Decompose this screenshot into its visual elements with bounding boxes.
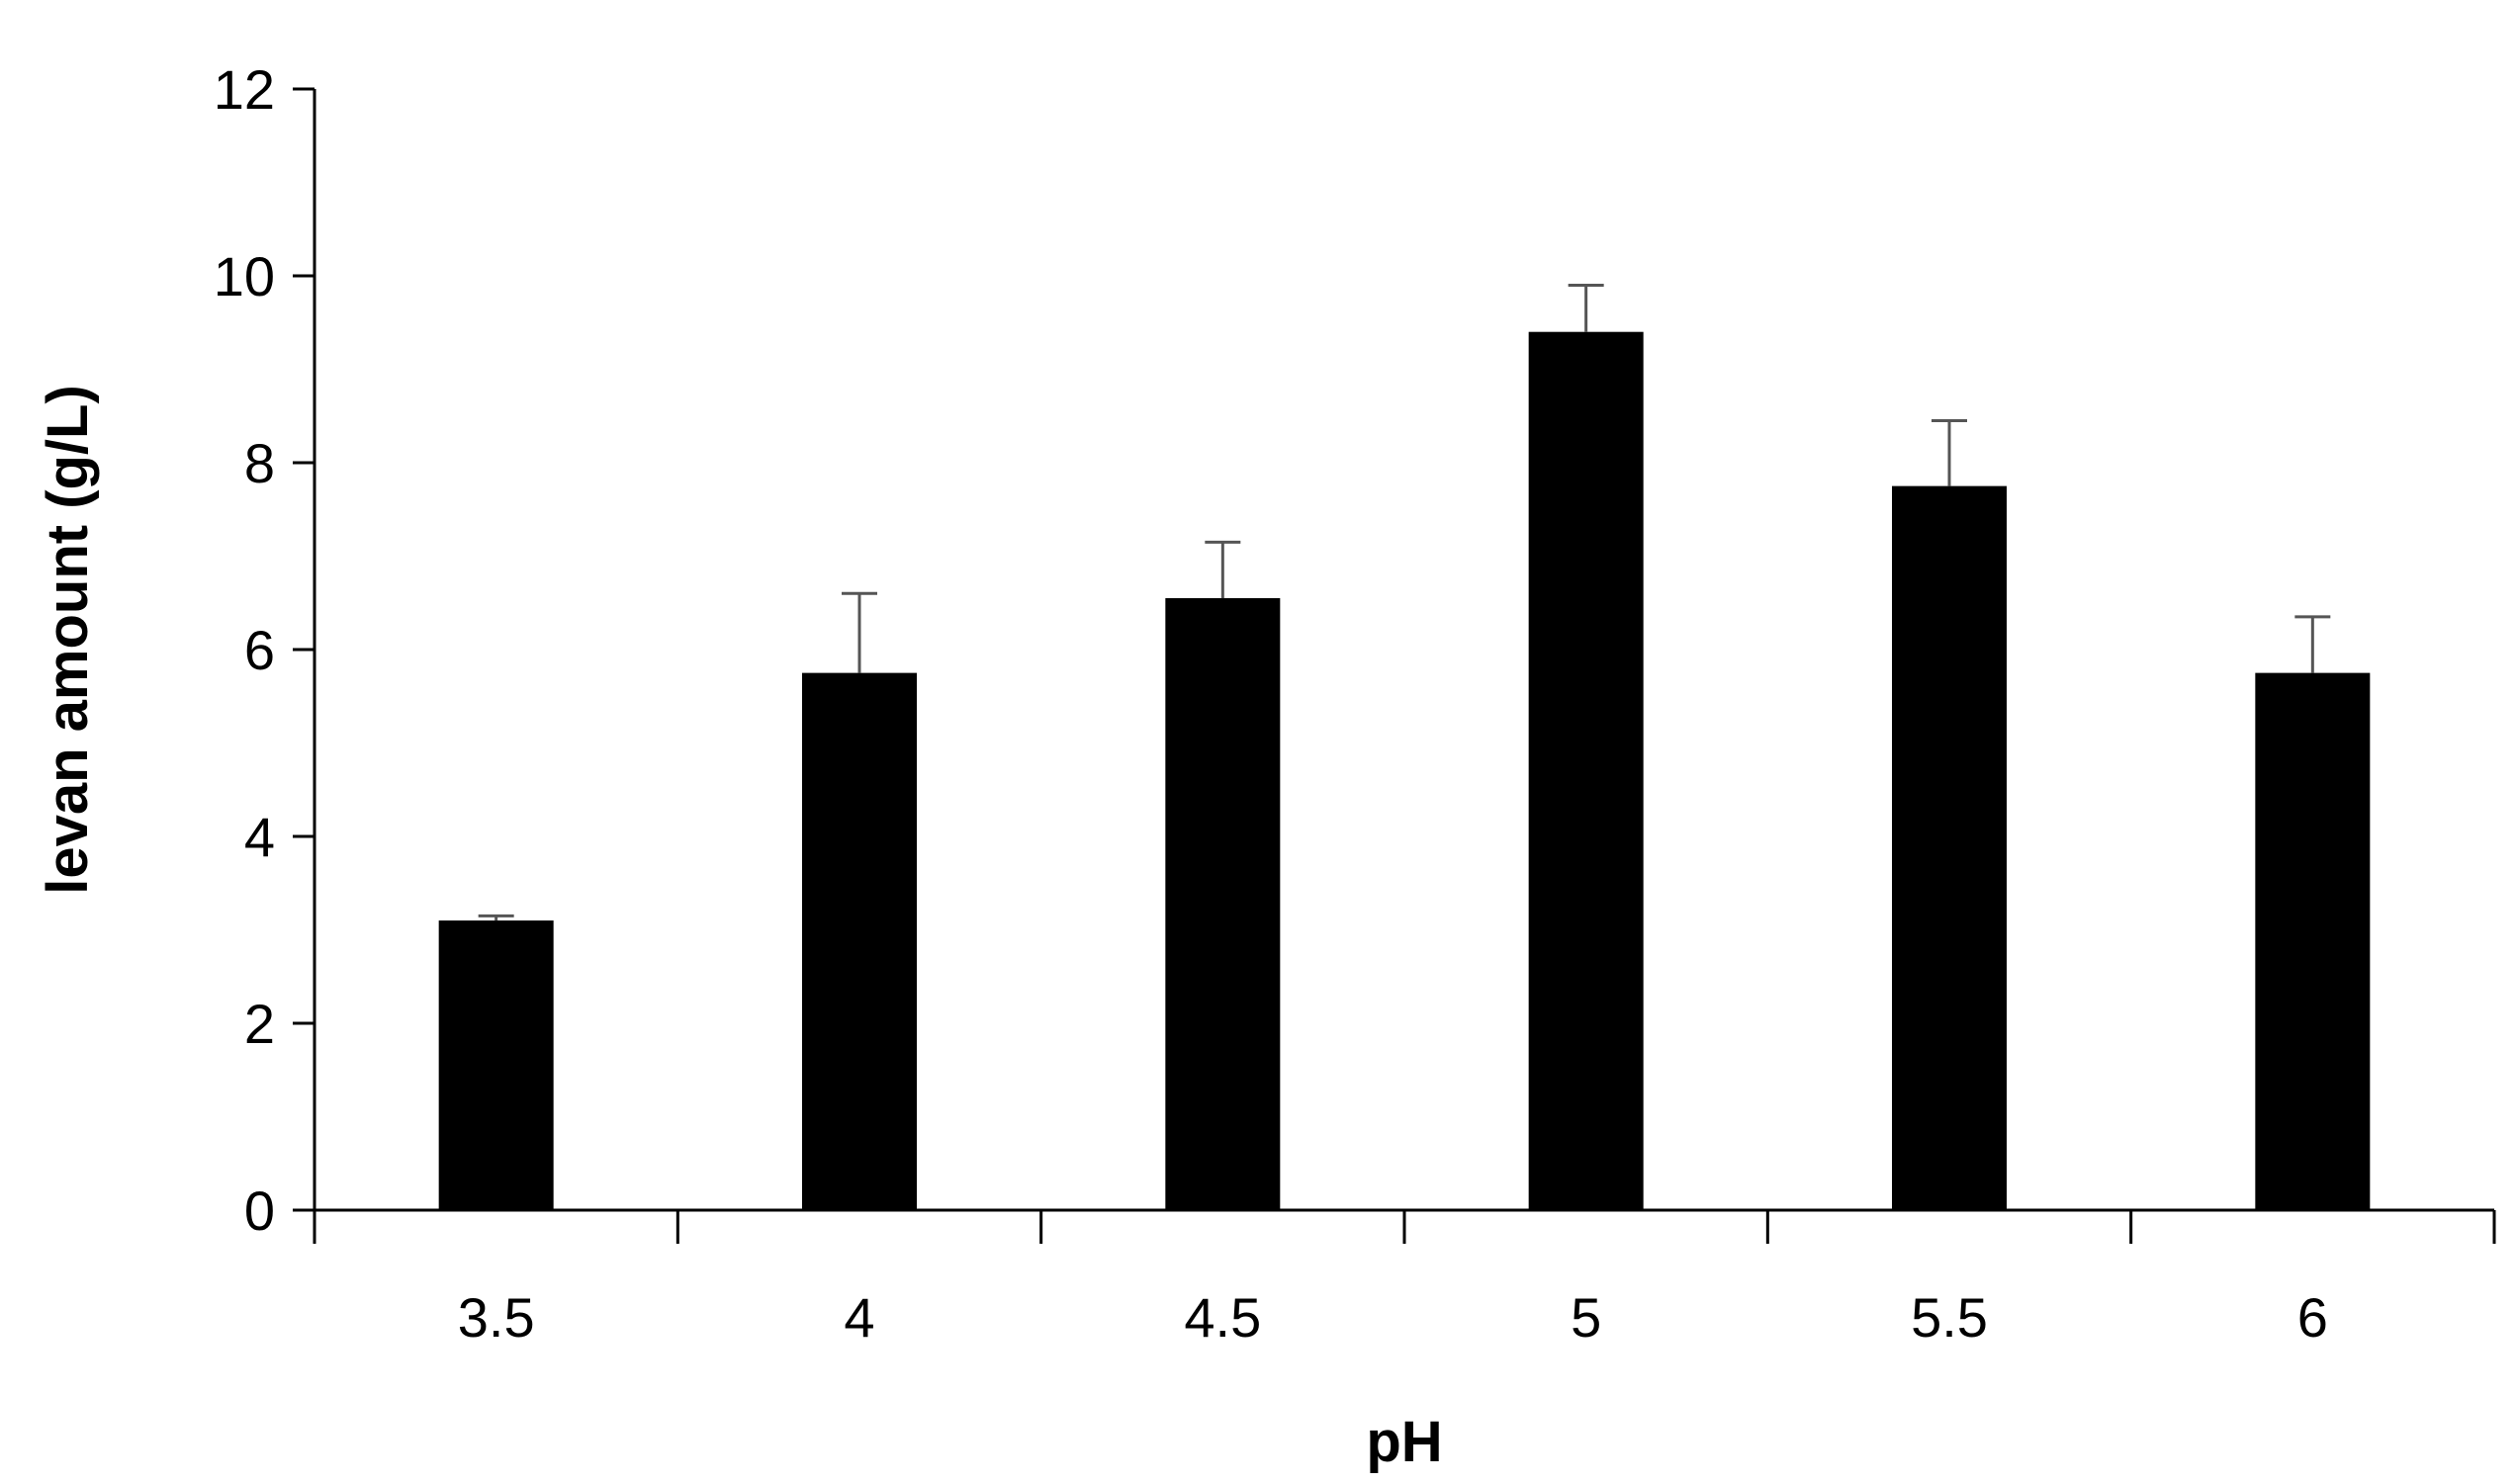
y-ticks: 0 2 4 6 8 10 12 (214, 58, 315, 1242)
y-axis-title: levan amount (g/L) (36, 385, 100, 895)
y-tick-label: 10 (214, 245, 275, 307)
y-tick-label: 6 (244, 619, 275, 681)
y-tick-label: 0 (244, 1179, 275, 1242)
x-tick-label: 4.5 (1184, 1286, 1261, 1349)
x-tick-label: 4 (844, 1286, 874, 1349)
y-tick-label: 8 (244, 432, 275, 494)
bar (438, 920, 554, 1210)
y-tick-label: 12 (214, 58, 275, 121)
bar (2255, 672, 2371, 1210)
y-tick-label: 2 (244, 993, 275, 1055)
bars-layer (438, 331, 2371, 1210)
bar (802, 672, 917, 1210)
x-tick-label: 3.5 (458, 1286, 535, 1349)
x-ticks: 3.5 4 4.5 5 5.5 6 (313, 1210, 2496, 1349)
x-axis-title: pH (1366, 1410, 1442, 1474)
error-bars-layer (478, 283, 2331, 921)
x-tick-label: 6 (2297, 1286, 2328, 1349)
bar (1892, 485, 2007, 1210)
bar (1165, 598, 1281, 1210)
y-tick-label: 4 (244, 806, 275, 868)
x-tick-label: 5.5 (1911, 1286, 1988, 1349)
bar (1528, 331, 1644, 1210)
x-tick-label: 5 (1571, 1286, 1601, 1349)
